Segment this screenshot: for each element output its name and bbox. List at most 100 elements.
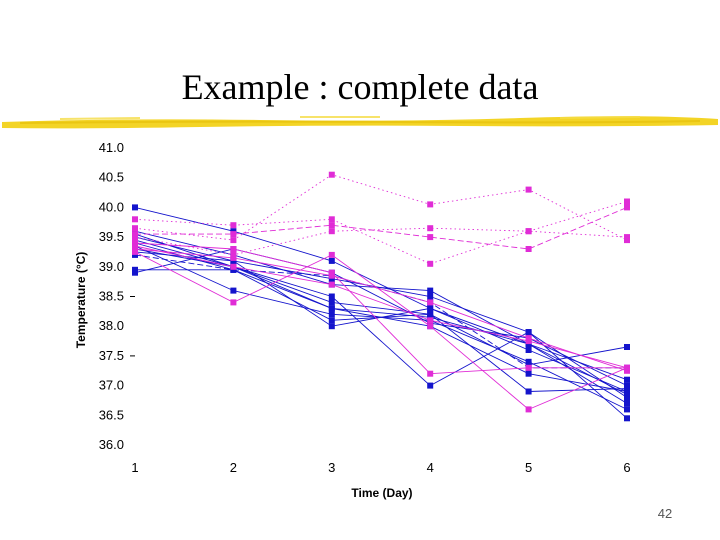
data-point (230, 231, 237, 238)
series-line-b3 (134, 236, 628, 398)
data-point (427, 260, 434, 267)
data-point (624, 406, 630, 413)
data-point (230, 237, 237, 244)
data-point (525, 347, 532, 353)
data-point (427, 234, 434, 241)
data-point (132, 243, 138, 249)
data-point (328, 305, 335, 312)
data-point (624, 376, 630, 383)
slide-title: Example : complete data (181, 67, 539, 107)
data-point (525, 338, 532, 345)
data-point (525, 364, 532, 371)
data-point (328, 281, 335, 288)
y-tick-label: 39.0 (99, 259, 124, 274)
data-point (328, 228, 335, 235)
data-point (427, 370, 434, 377)
data-point (328, 216, 335, 223)
data-point (624, 415, 630, 422)
y-tick-label: 37.5 (99, 348, 124, 363)
data-point (328, 299, 335, 306)
data-point (132, 269, 138, 276)
x-axis-label: Time (Day) (351, 486, 412, 500)
data-point (624, 198, 630, 205)
y-tick-label: 38.0 (99, 318, 124, 333)
series-line-m2 (134, 201, 628, 265)
x-tick-label: 1 (131, 460, 138, 475)
data-point (525, 246, 532, 252)
data-point (624, 234, 630, 241)
data-point (132, 225, 138, 232)
data-point (328, 311, 335, 318)
series-line-m3 (135, 206, 628, 250)
data-point (427, 382, 434, 389)
y-tick-label: 41.0 (99, 140, 124, 155)
data-point (427, 317, 434, 324)
y-tick-label: 40.0 (99, 199, 124, 214)
series-line-b7 (134, 248, 628, 419)
series-line-b10 (135, 269, 628, 392)
data-point (230, 254, 237, 261)
data-point (525, 228, 532, 235)
x-tick-label: 5 (525, 460, 532, 475)
title-underline-brushstroke (2, 116, 718, 129)
data-point (328, 251, 335, 258)
data-point (427, 305, 434, 312)
data-point (624, 344, 630, 350)
data-point (230, 299, 237, 306)
data-point (328, 171, 335, 178)
y-tick-label: 37.0 (99, 378, 124, 393)
data-point (132, 234, 138, 241)
series-line-m8 (134, 245, 628, 369)
series-group (132, 171, 630, 422)
data-point (132, 204, 138, 211)
data-point (230, 263, 237, 270)
series-line-b6 (134, 245, 628, 410)
series-line-m4 (134, 227, 628, 256)
data-point (624, 382, 630, 389)
data-point (427, 299, 434, 306)
x-tick-label: 2 (230, 460, 237, 475)
data-point (132, 216, 138, 223)
data-point (427, 287, 434, 294)
series-line-m6 (134, 242, 627, 375)
data-point (525, 186, 532, 193)
data-point (525, 406, 532, 413)
x-axis-ticks: 1 2 3 4 5 6 (131, 460, 630, 475)
page-number: 42 (657, 506, 673, 521)
y-tick-label: 36.0 (99, 437, 124, 452)
data-point (427, 225, 434, 232)
y-axis-label: Temperature (°C) (74, 252, 88, 349)
series-line-b11 (134, 248, 628, 387)
data-point (328, 323, 335, 330)
y-tick-label: 36.5 (99, 407, 124, 422)
data-point (525, 329, 532, 336)
y-tick-label: 40.5 (99, 170, 124, 185)
series-line-b12 (134, 233, 628, 395)
data-point (230, 246, 237, 252)
series-line-m7 (134, 248, 628, 372)
data-point (328, 317, 335, 324)
data-point (427, 201, 434, 208)
series-line-m5 (134, 251, 628, 410)
data-point (230, 287, 237, 294)
data-point (624, 364, 630, 371)
data-point (624, 400, 630, 407)
data-point (328, 257, 335, 264)
series-line-b1 (134, 206, 628, 392)
data-point (328, 293, 335, 300)
y-axis-ticks: 41.0 40.5 40.0 39.5 39.0 38.5 38.0 37.5 37.0 36.5… (99, 140, 135, 452)
series-line-b4 (134, 239, 628, 366)
x-tick-label: 3 (328, 460, 335, 475)
y-tick-label: 38.5 (99, 289, 124, 304)
data-point (427, 293, 434, 300)
y-tick-label: 39.5 (99, 229, 124, 244)
data-point (624, 204, 630, 211)
data-point (427, 323, 434, 330)
data-point (525, 358, 532, 365)
data-point (624, 391, 630, 398)
data-point (230, 222, 237, 229)
series-line-b9 (134, 254, 627, 369)
x-tick-label: 4 (427, 460, 434, 475)
